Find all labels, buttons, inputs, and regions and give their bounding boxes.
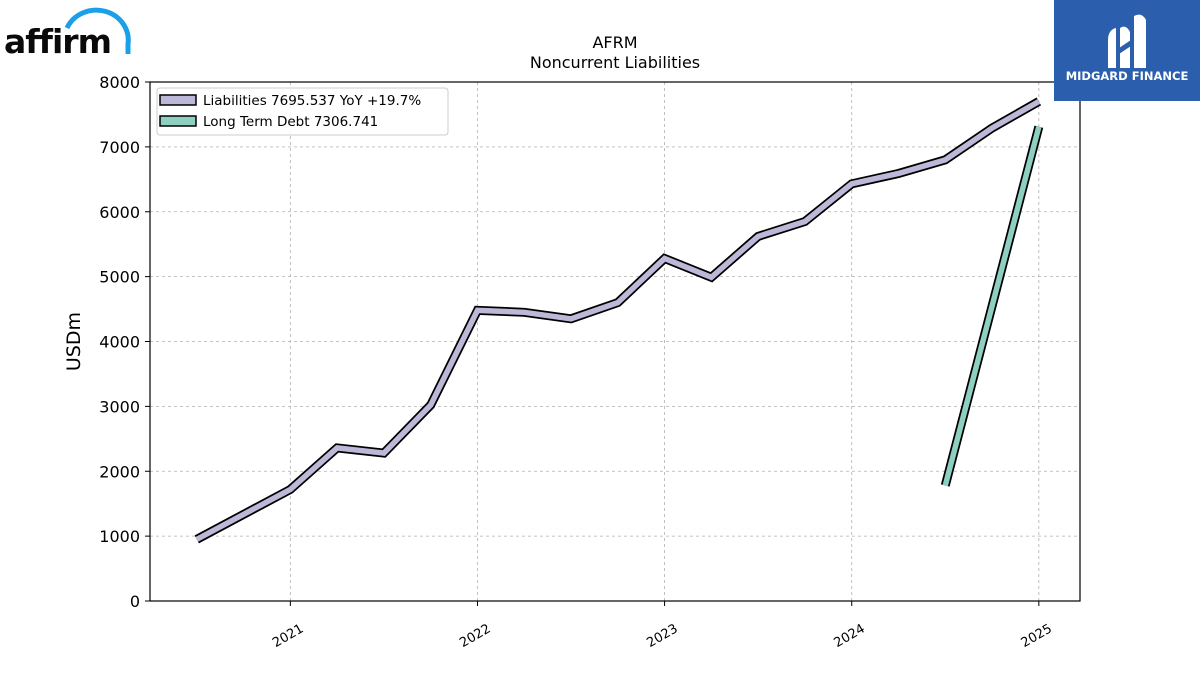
y-tick-label: 6000 <box>99 203 140 222</box>
y-tick-label: 0 <box>130 592 140 611</box>
y-tick-label: 7000 <box>99 138 140 157</box>
y-tick-label: 5000 <box>99 268 140 287</box>
y-tick-label: 3000 <box>99 397 140 416</box>
x-tick-label: 2024 <box>832 621 868 651</box>
x-tick-label: 2025 <box>1019 621 1055 651</box>
y-tick-label: 2000 <box>99 462 140 481</box>
affirm-arc-icon <box>64 7 131 54</box>
x-tick-label: 2021 <box>270 621 306 651</box>
y-tick-label: 8000 <box>99 73 140 92</box>
midgard-emblem-icon <box>1108 14 1146 69</box>
y-tick-label: 4000 <box>99 333 140 352</box>
y-tick-label: 1000 <box>99 527 140 546</box>
x-tick-label: 2023 <box>644 621 680 651</box>
affirm-logo: affirm <box>4 4 134 61</box>
legend-label: Long Term Debt 7306.741 <box>203 114 378 130</box>
series-line <box>942 126 1042 487</box>
legend-swatch <box>159 115 197 127</box>
affirm-wordmark: affirm <box>4 22 112 61</box>
series-liabilities <box>194 97 1042 544</box>
chart-subtitle: Noncurrent Liabilities <box>529 53 701 72</box>
series-line <box>195 99 1041 542</box>
legend-box <box>156 87 449 136</box>
x-tick-label: 2022 <box>457 621 493 651</box>
legend-swatch <box>159 94 197 106</box>
midgard-wordmark: MIDGARD FINANCE <box>1065 69 1189 83</box>
series-long-term-debt <box>940 125 1044 487</box>
y-axis-label: USDm <box>63 312 85 371</box>
midgard-finance-logo: MIDGARD FINANCE <box>1054 0 1200 101</box>
chart-title: AFRM <box>592 33 638 52</box>
legend-label: Liabilities 7695.537 YoY +19.7% <box>203 93 421 109</box>
